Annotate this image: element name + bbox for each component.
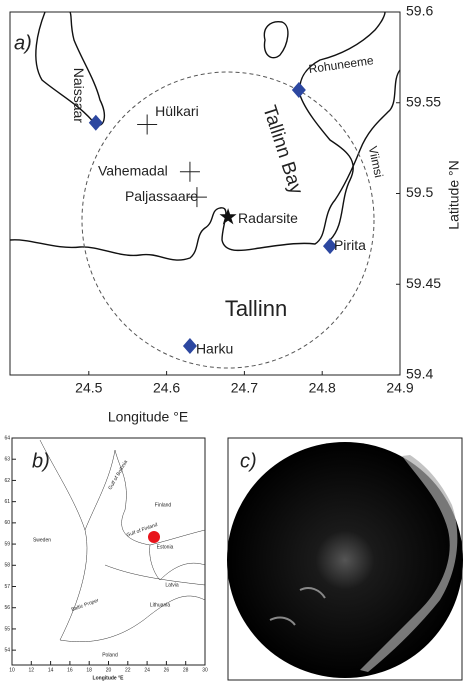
- y-tick-label: 62: [4, 478, 10, 484]
- coastline: [264, 22, 288, 58]
- site-label: Hülkari: [155, 103, 199, 119]
- y-tick-label: 56: [4, 605, 10, 611]
- y-tick-label: 60: [4, 520, 10, 526]
- site-marker: [183, 338, 197, 354]
- site-label: Paljassaare: [125, 188, 198, 204]
- panel-label: a): [14, 32, 32, 54]
- x-tick-label: 24.6: [153, 380, 180, 396]
- site-marker: [220, 208, 237, 224]
- y-axis-label: Latitude °N: [446, 160, 462, 229]
- x-tick-label: 16: [67, 667, 73, 673]
- coastline: [36, 12, 105, 125]
- x-tick-label: 26: [164, 667, 170, 673]
- y-tick-label: 59: [4, 541, 10, 547]
- area-label: Tallinn Bay: [258, 103, 307, 197]
- y-tick-label: 57: [4, 584, 10, 590]
- figure: a) Tallinn Bay Tallinn Viimsi Longitude …: [0, 0, 470, 685]
- region-label: Poland: [102, 652, 118, 658]
- y-tick-label: 54: [4, 647, 10, 653]
- x-tick-label: 28: [183, 667, 189, 673]
- site-marker: [292, 82, 306, 98]
- site-label: Radarsite: [238, 210, 298, 226]
- area-label: Tallinn: [225, 296, 287, 321]
- x-tick-label: 12: [29, 667, 35, 673]
- coastline: [10, 70, 400, 260]
- x-tick-label: 10: [9, 667, 15, 673]
- x-tick-label: 22: [125, 667, 131, 673]
- y-tick-label: 59.45: [406, 275, 441, 291]
- site-marker: [89, 115, 103, 131]
- site-label: Harku: [196, 341, 233, 357]
- y-tick-label: 63: [4, 457, 10, 463]
- x-tick-label: 24.7: [231, 380, 258, 396]
- x-tick-label: 24.5: [75, 380, 102, 396]
- site-label: Rohuneeme: [308, 53, 375, 76]
- site-label: Pirita: [334, 237, 366, 253]
- y-tick-label: 61: [4, 499, 10, 505]
- x-tick-label: 18: [86, 667, 92, 673]
- site-marker: [137, 115, 157, 135]
- panel-label: b): [32, 450, 50, 472]
- region-label: Finland: [155, 502, 172, 508]
- x-axis-label: Longitude °E: [108, 409, 188, 425]
- region-label: Baltic Proper: [71, 597, 100, 613]
- y-tick-label: 59.4: [406, 366, 433, 382]
- region-label: Estonia: [157, 544, 174, 550]
- y-tick-label: 55: [4, 626, 10, 632]
- y-tick-label: 59.55: [406, 93, 441, 109]
- panel-label: c): [240, 450, 257, 472]
- y-tick-label: 59.5: [406, 184, 433, 200]
- x-tick-label: 24.8: [309, 380, 336, 396]
- x-tick-label: 14: [48, 667, 54, 673]
- region-label: Sweden: [33, 537, 51, 543]
- x-tick-label: 30: [202, 667, 208, 673]
- x-tick-label: 24: [144, 667, 150, 673]
- y-tick-label: 59.6: [406, 3, 433, 19]
- region-label: Lithuania: [150, 602, 171, 608]
- x-tick-label: 24.9: [386, 380, 413, 396]
- site-label: Naissaar: [71, 68, 87, 124]
- x-tick-label: 20: [106, 667, 112, 673]
- site-label: Vahemadal: [98, 162, 168, 178]
- site-marker: [180, 162, 200, 182]
- coastline: [300, 12, 385, 240]
- region-label: Latvia: [165, 582, 179, 588]
- location-marker: [148, 531, 160, 543]
- y-tick-label: 58: [4, 563, 10, 569]
- area-label: Viimsi: [366, 145, 386, 179]
- x-axis-label: Longitude °E: [93, 675, 125, 681]
- y-tick-label: 64: [4, 435, 10, 441]
